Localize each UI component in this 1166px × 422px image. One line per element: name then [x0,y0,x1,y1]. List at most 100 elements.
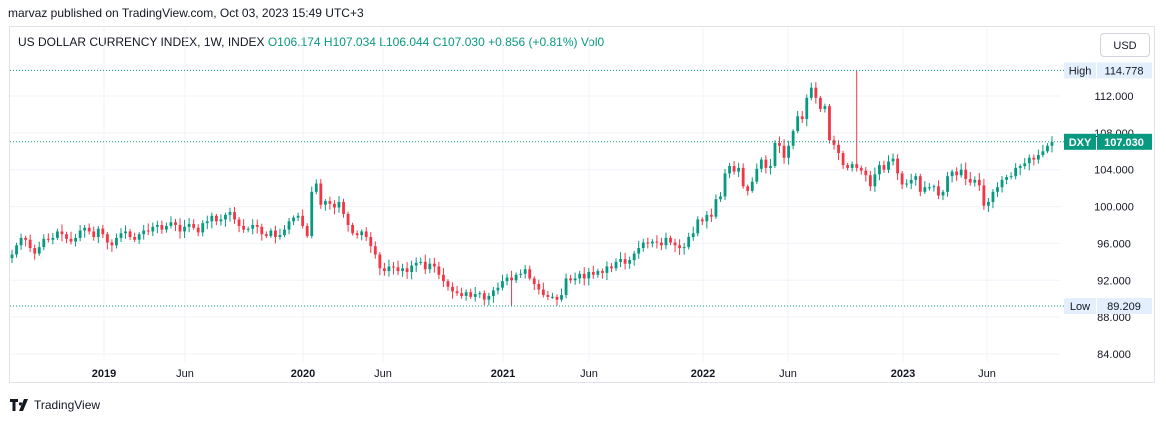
candle-body [328,201,332,204]
candle-body [569,278,573,281]
candle-body [264,234,268,237]
candle-body [269,230,273,237]
candle-body [873,174,877,187]
candle-body [101,228,105,235]
candle-body [646,242,650,244]
candle-body [755,168,759,182]
candle-body [237,219,241,226]
candle-body [937,186,940,196]
candle-body [578,273,582,279]
tradingview-logo: TradingView [10,398,100,412]
candle-body [105,234,109,243]
candle-body [124,231,127,234]
candle-body [541,289,545,296]
candle-body [769,166,772,168]
candle-body [987,201,990,206]
candle-body [201,223,205,233]
x-tick-label: 2019 [92,368,116,380]
candle-body [255,225,259,227]
candle-body [214,215,218,222]
candle-body [841,153,845,166]
candle-body [918,176,922,192]
x-tick-label: Jun [176,368,194,380]
candle-body [92,231,96,237]
candle-body [596,271,600,275]
candle-body [337,201,341,208]
candle-body [137,234,141,240]
candle-body [96,228,100,237]
candle-body [74,237,77,242]
tradingview-logo-icon [10,399,28,411]
candle-body [732,166,736,172]
candle-body [878,165,881,175]
candle-body [78,230,82,238]
candle-body [759,159,763,169]
candle-body [210,215,214,222]
candle-body [555,296,559,300]
candle-body [146,230,150,232]
candle-body [950,171,954,177]
candle-body [205,221,209,224]
candle-body [15,245,18,255]
candle-body [128,231,132,237]
currency-button[interactable]: USD [1100,33,1150,57]
candle-body [664,237,668,246]
candle-body [233,212,236,220]
candle-body [301,215,305,226]
candle-body [959,169,963,176]
candle-body [33,248,37,254]
candle-body [228,212,232,215]
candle-body [582,273,586,279]
candle-body [773,142,777,167]
dxy-tag [1064,133,1096,150]
candle-body [927,187,931,189]
candle-body [373,246,377,255]
candle-body [728,166,731,174]
candle-body [700,219,704,222]
candle-body [69,238,73,242]
candle-body [60,231,64,235]
candle-body [882,165,886,170]
candle-body [51,237,55,240]
candle-body [378,254,382,269]
candle-body [178,225,182,232]
candle-body [242,225,246,230]
candle-body [764,159,768,168]
candle-body [796,116,800,132]
candle-body [678,245,682,249]
x-tick-label: 2020 [291,368,315,380]
candle-body [196,227,200,233]
candle-body [1050,142,1054,146]
candle-body [673,242,677,246]
candle-body [864,170,868,176]
candle-body [224,214,227,220]
y-tick-label: 88.000 [1097,312,1131,324]
candle-body [151,226,155,232]
candle-body [996,187,999,192]
candle-body [932,186,936,188]
candle-body [991,191,995,202]
dxy-price-tag [1097,133,1152,150]
candle-body [977,179,981,186]
candle-body [437,266,441,275]
candle-body [392,266,395,268]
candle-body [660,242,663,246]
candle-body [119,233,123,238]
candle-body [782,145,786,158]
candle-body [868,175,872,187]
candle-body [464,292,468,296]
candle-body [891,158,895,162]
candle-body [818,97,822,109]
candle-body [56,231,59,238]
candle-body [473,294,477,297]
candle-body [65,234,68,239]
candle-body [859,167,863,171]
candle-body [165,225,168,230]
candle-body [192,224,196,228]
candle-body [314,183,318,192]
candle-body [1041,151,1045,155]
dxy-tag-label: DXY [1069,137,1092,149]
candle-body [505,277,509,282]
candle-body [814,87,818,98]
